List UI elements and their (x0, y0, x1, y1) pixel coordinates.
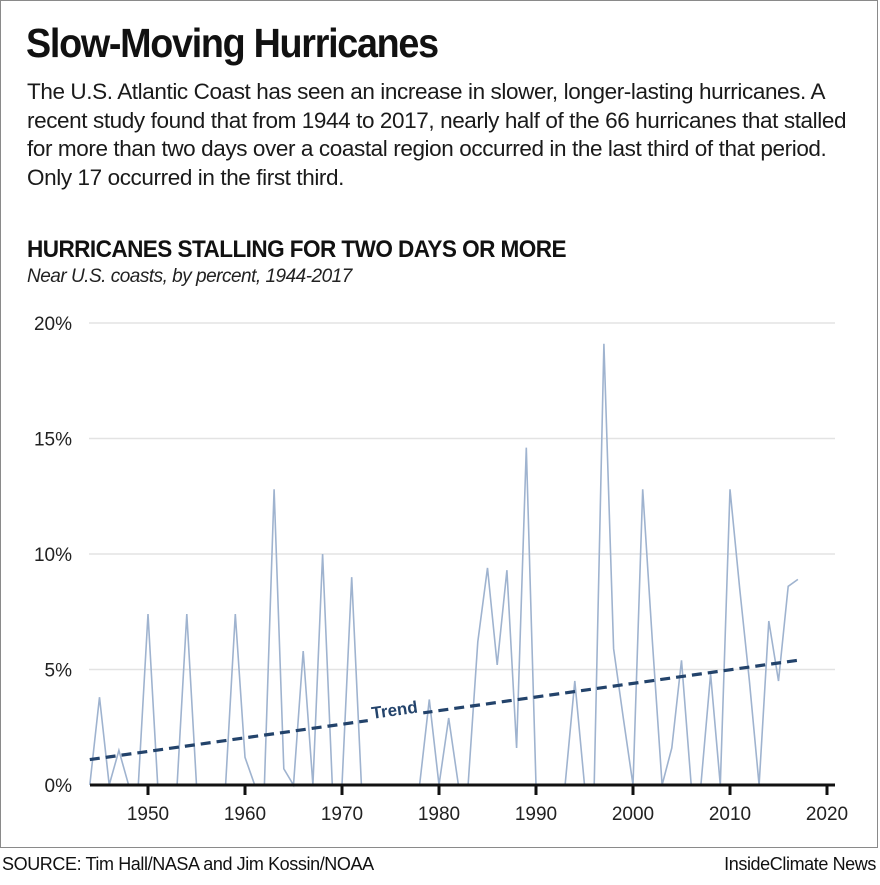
x-tick-label: 2000 (612, 804, 654, 825)
x-tick-label: 2020 (806, 804, 848, 825)
publisher-credit: InsideClimate News (724, 854, 876, 874)
x-tick-label: 1990 (515, 804, 557, 825)
y-tick-label: 20% (34, 314, 72, 335)
y-tick-label: 0% (45, 776, 73, 797)
y-tick-label: 5% (45, 661, 73, 682)
chart-frame (0, 0, 878, 848)
y-tick-label: 10% (34, 545, 72, 566)
x-tick-label: 2010 (709, 804, 751, 825)
series-line (89, 343, 799, 788)
trend-layer (89, 658, 799, 762)
x-tick-label: 1970 (321, 804, 363, 825)
source-note: SOURCE: Tim Hall/NASA and Jim Kossin/NOA… (2, 854, 374, 874)
x-tick-label: 1980 (418, 804, 460, 825)
trend-label-background (365, 695, 424, 726)
line-chart: 0% 5% 10% 15% 20% 1950 1960 1970 1980 1990 2000 20… (34, 314, 848, 825)
annotations: Trend (365, 695, 424, 726)
gridlines (89, 322, 835, 671)
x-tick-label: 1950 (127, 804, 169, 825)
headline: Slow-Moving Hurricanes (26, 20, 439, 66)
y-tick-label: 15% (34, 430, 72, 451)
intro-paragraph: The U.S. Atlantic Coast has seen an incr… (27, 79, 847, 190)
y-axis-tick-labels: 0% 5% 10% 15% 20% (34, 314, 72, 797)
x-axis-tick-labels: 1950 1960 1970 1980 1990 2000 2010 2020 (127, 804, 848, 825)
x-tick-label: 1960 (224, 804, 266, 825)
x-axis (90, 783, 835, 795)
chart-subtitle: Near U.S. coasts, by percent, 1944-2017 (27, 266, 352, 287)
trend-line (89, 658, 799, 762)
series-layer (89, 343, 799, 788)
chart-title: HURRICANES STALLING FOR TWO DAYS OR MORE (27, 236, 567, 263)
